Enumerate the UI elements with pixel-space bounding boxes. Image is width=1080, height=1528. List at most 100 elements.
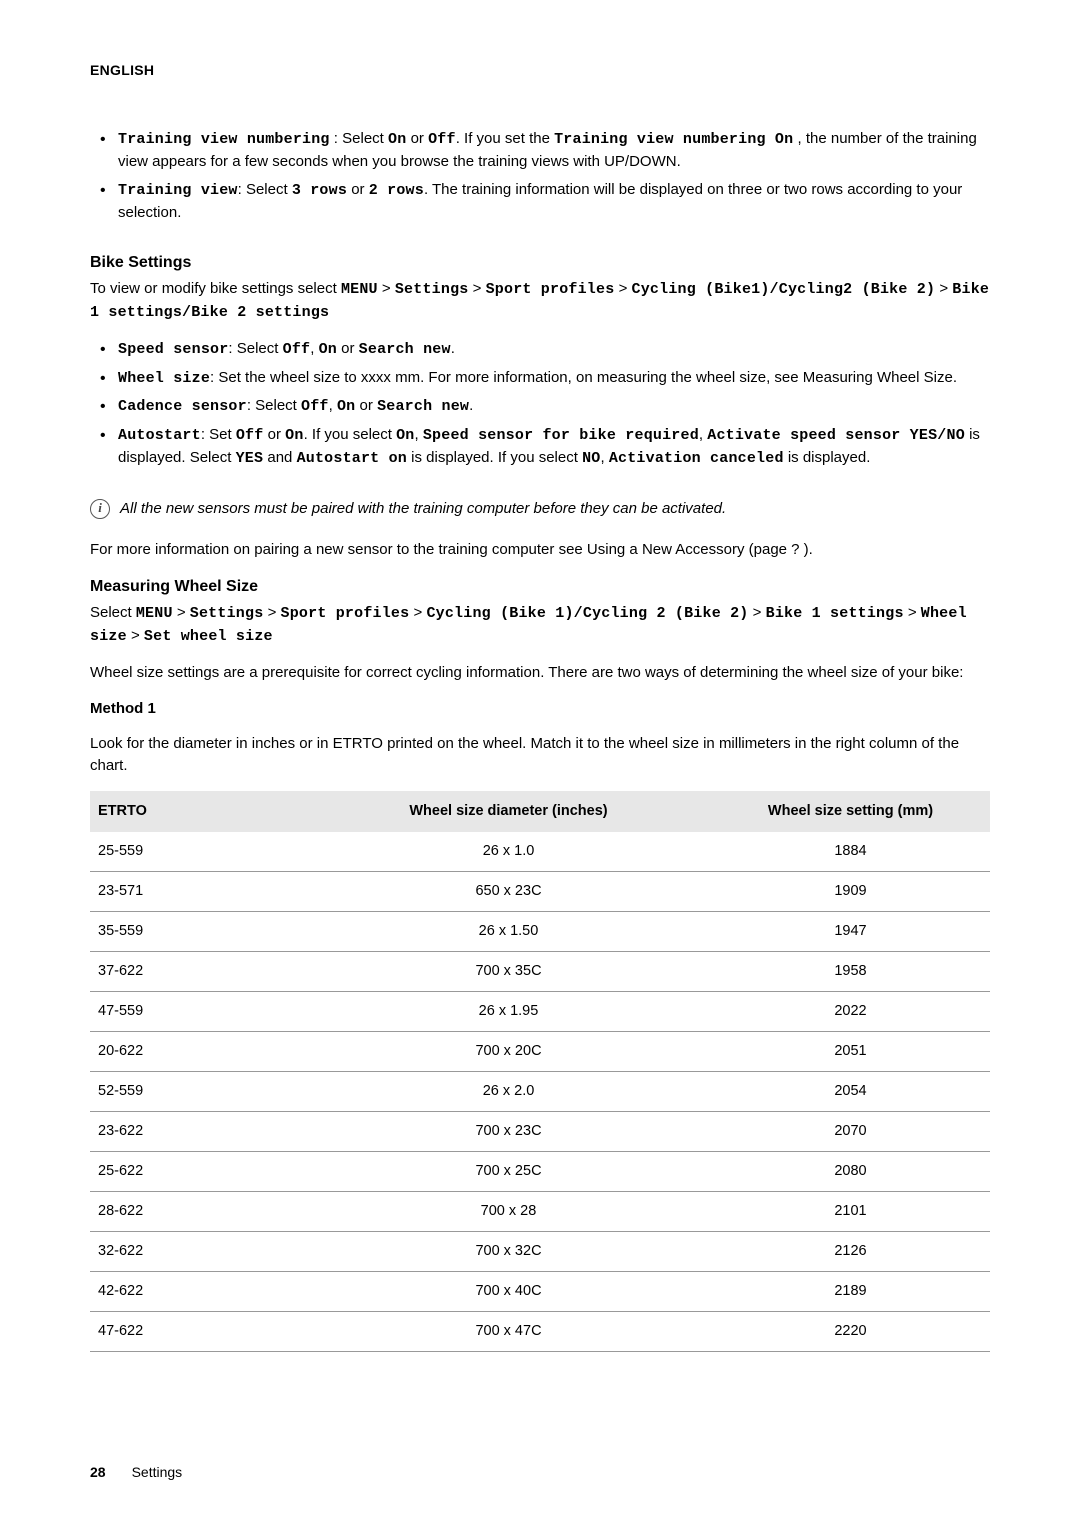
page-footer: 28 Settings bbox=[90, 1462, 182, 1482]
page-number: 28 bbox=[90, 1464, 106, 1480]
option-label: Training view numbering bbox=[118, 131, 330, 148]
table-row: 52-55926 x 2.02054 bbox=[90, 1072, 990, 1112]
text: Select bbox=[90, 604, 136, 621]
text: or bbox=[263, 426, 285, 443]
text: is displayed. bbox=[784, 449, 871, 466]
list-item: Wheel size: Set the wheel size to xxxx m… bbox=[118, 367, 990, 390]
text: . bbox=[469, 397, 473, 414]
table-cell: 28-622 bbox=[90, 1192, 306, 1232]
page-header: ENGLISH bbox=[90, 60, 990, 80]
option-value: Off bbox=[428, 131, 456, 148]
table-cell: 2051 bbox=[711, 1032, 990, 1072]
bike-settings-path: To view or modify bike settings select M… bbox=[90, 278, 990, 324]
option-value: Search new bbox=[377, 398, 469, 415]
option-value: Search new bbox=[359, 341, 451, 358]
col-etrto: ETRTO bbox=[90, 791, 306, 832]
option-value: On bbox=[285, 427, 303, 444]
table-cell: 26 x 2.0 bbox=[306, 1072, 711, 1112]
menu-path: Sport profiles bbox=[281, 605, 410, 622]
table-row: 25-622700 x 25C2080 bbox=[90, 1152, 990, 1192]
menu-path: Sport profiles bbox=[486, 281, 615, 298]
list-item: Speed sensor: Select Off, On or Search n… bbox=[118, 338, 990, 361]
table-cell: 1947 bbox=[711, 911, 990, 951]
menu-path: Cycling (Bike1)/Cycling2 (Bike 2) bbox=[632, 281, 936, 298]
table-cell: 1884 bbox=[711, 832, 990, 872]
text: . If you select bbox=[304, 426, 397, 443]
table-cell: 2101 bbox=[711, 1192, 990, 1232]
option-value: Off bbox=[283, 341, 311, 358]
table-cell: 37-622 bbox=[90, 951, 306, 991]
text: , bbox=[329, 397, 337, 414]
list-item: Autostart: Set Off or On. If you select … bbox=[118, 424, 990, 470]
text: > bbox=[378, 280, 395, 297]
text: is displayed. If you select bbox=[407, 449, 582, 466]
message: Activation canceled bbox=[609, 450, 784, 467]
table-cell: 2022 bbox=[711, 992, 990, 1032]
table-cell: 2189 bbox=[711, 1272, 990, 1312]
table-cell: 52-559 bbox=[90, 1072, 306, 1112]
table-cell: 700 x 47C bbox=[306, 1312, 711, 1352]
col-mm: Wheel size setting (mm) bbox=[711, 791, 990, 832]
text: : Set the wheel size to xxxx mm. For mor… bbox=[210, 369, 957, 386]
option-value: YES bbox=[236, 450, 264, 467]
option-value: NO bbox=[582, 450, 600, 467]
menu-path: MENU bbox=[341, 281, 378, 298]
table-cell: 1958 bbox=[711, 951, 990, 991]
table-row: 23-571650 x 23C1909 bbox=[90, 871, 990, 911]
table-cell: 2126 bbox=[711, 1232, 990, 1272]
table-cell: 700 x 35C bbox=[306, 951, 711, 991]
col-diameter: Wheel size diameter (inches) bbox=[306, 791, 711, 832]
table-cell: 26 x 1.50 bbox=[306, 911, 711, 951]
table-cell: 650 x 23C bbox=[306, 871, 711, 911]
table-cell: 2054 bbox=[711, 1072, 990, 1112]
measuring-wheel-desc: Wheel size settings are a prerequisite f… bbox=[90, 662, 990, 684]
option-value: On bbox=[388, 131, 406, 148]
table-cell: 20-622 bbox=[90, 1032, 306, 1072]
table-row: 37-622700 x 35C1958 bbox=[90, 951, 990, 991]
table-cell: 25-559 bbox=[90, 832, 306, 872]
table-row: 20-622700 x 20C2051 bbox=[90, 1032, 990, 1072]
text: : Select bbox=[228, 340, 282, 357]
table-cell: 32-622 bbox=[90, 1232, 306, 1272]
table-cell: 700 x 32C bbox=[306, 1232, 711, 1272]
table-cell: 2070 bbox=[711, 1112, 990, 1152]
text: or bbox=[337, 340, 359, 357]
table-cell: 700 x 40C bbox=[306, 1272, 711, 1312]
option-label: Cadence sensor bbox=[118, 398, 247, 415]
text: > bbox=[263, 604, 280, 621]
option-label: Autostart bbox=[118, 427, 201, 444]
menu-path: Cycling (Bike 1)/Cycling 2 (Bike 2) bbox=[426, 605, 748, 622]
text: : Select bbox=[330, 130, 388, 147]
measuring-wheel-title: Measuring Wheel Size bbox=[90, 575, 990, 598]
table-cell: 700 x 20C bbox=[306, 1032, 711, 1072]
text: > bbox=[749, 604, 766, 621]
text: > bbox=[468, 280, 485, 297]
option-value: 2 rows bbox=[369, 182, 424, 199]
bike-bullet-list: Speed sensor: Select Off, On or Search n… bbox=[90, 338, 990, 470]
text: or bbox=[347, 181, 369, 198]
option-value: On bbox=[396, 427, 414, 444]
text: or bbox=[406, 130, 428, 147]
table-row: 25-55926 x 1.01884 bbox=[90, 832, 990, 872]
table-row: 23-622700 x 23C2070 bbox=[90, 1112, 990, 1152]
info-text: All the new sensors must be paired with … bbox=[120, 498, 726, 520]
text: > bbox=[173, 604, 190, 621]
intro-bullet-list: Training view numbering : Select On or O… bbox=[90, 128, 990, 223]
text: > bbox=[409, 604, 426, 621]
text: , bbox=[699, 426, 707, 443]
option-label: Speed sensor bbox=[118, 341, 228, 358]
menu-path: Settings bbox=[190, 605, 264, 622]
table-header-row: ETRTO Wheel size diameter (inches) Wheel… bbox=[90, 791, 990, 832]
footer-section: Settings bbox=[132, 1464, 183, 1480]
text: . bbox=[451, 340, 455, 357]
table-cell: 23-622 bbox=[90, 1112, 306, 1152]
option-label: Training view bbox=[118, 182, 238, 199]
menu-path: Set wheel size bbox=[144, 628, 273, 645]
list-item: Training view numbering : Select On or O… bbox=[118, 128, 990, 173]
pairing-paragraph: For more information on pairing a new se… bbox=[90, 539, 990, 561]
menu-path: Settings bbox=[395, 281, 469, 298]
option-value: Off bbox=[301, 398, 329, 415]
menu-path: MENU bbox=[136, 605, 173, 622]
measuring-wheel-path: Select MENU > Settings > Sport profiles … bbox=[90, 602, 990, 648]
info-icon: i bbox=[90, 499, 110, 519]
